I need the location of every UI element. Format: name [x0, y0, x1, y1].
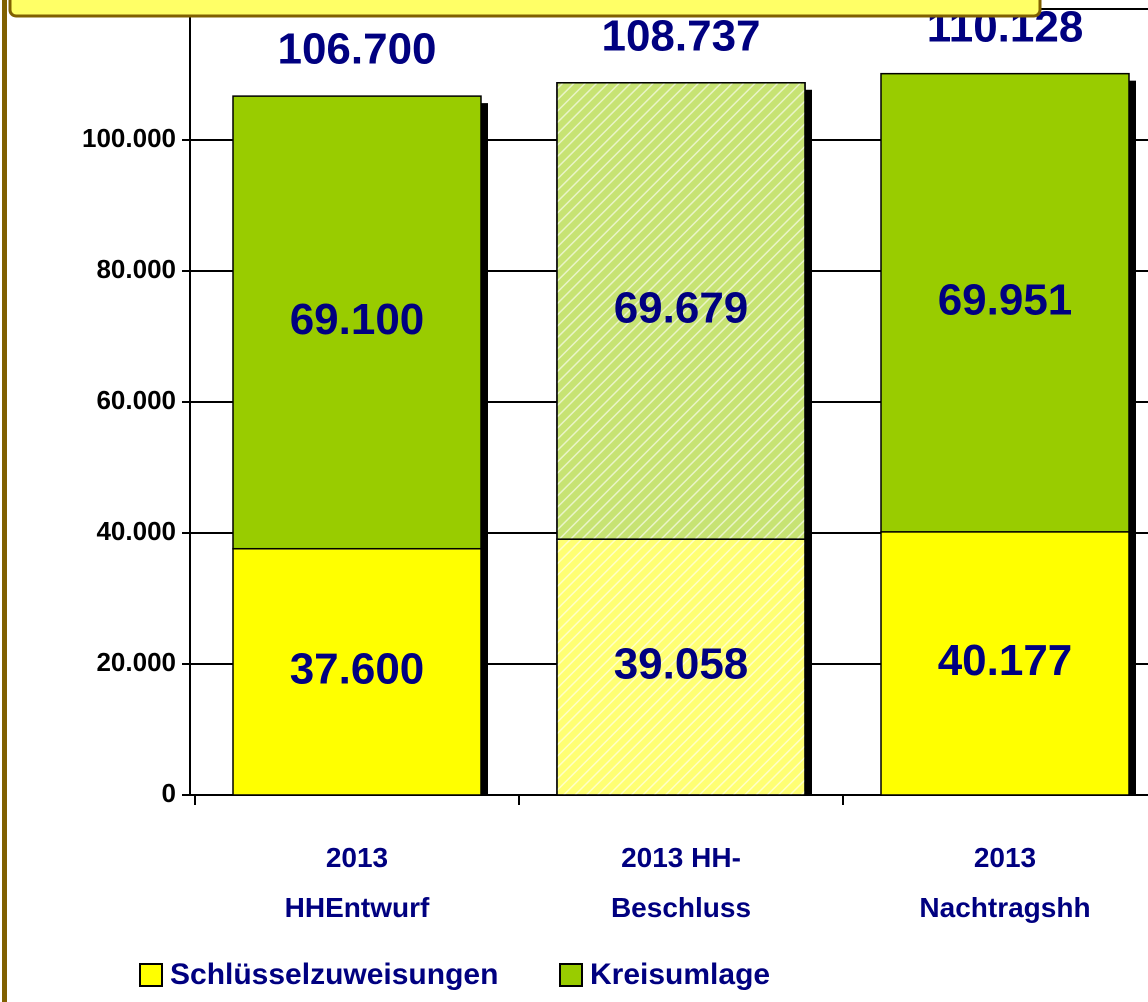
frame-left	[2, 0, 7, 1002]
x-tick-label-line: 2013 HH-	[621, 842, 741, 873]
bar-segment	[880, 72, 1130, 533]
y-tick-label: 0	[162, 778, 176, 808]
x-tick-label-line: HHEntwurf	[285, 892, 430, 923]
y-tick-label: 40.000	[96, 516, 176, 546]
legend-label: Kreisumlage	[590, 958, 770, 991]
value-label: 39.058	[614, 640, 749, 689]
value-label: 69.951	[938, 275, 1073, 324]
legend-swatch	[559, 963, 583, 987]
y-tick-label: 80.000	[96, 254, 176, 284]
bar-hatch	[556, 82, 806, 540]
value-label: 69.100	[290, 295, 425, 344]
x-tick-label-line: 2013	[974, 842, 1036, 873]
x-tick-label-line: Beschluss	[611, 892, 751, 923]
value-label: 37.600	[290, 644, 425, 693]
legend-label: Schlüsselzuweisungen	[170, 958, 498, 991]
x-tick-label: 2013 HH- Beschluss	[611, 842, 751, 923]
header-box	[8, 0, 1042, 18]
x-tick-label-line: Nachtragshh	[919, 892, 1090, 923]
legend-swatch	[139, 963, 163, 987]
x-tick-label: 2013 Nachtragshh	[919, 842, 1090, 923]
x-tick-label: 2013 HHEntwurf	[285, 842, 430, 923]
y-tick-label: 20.000	[96, 647, 176, 677]
value-label: 69.679	[614, 284, 749, 333]
y-tick-label: 60.000	[96, 385, 176, 415]
x-tick-label-line: 2013	[326, 842, 388, 873]
bar-segment	[232, 95, 482, 550]
total-label: 106.700	[277, 25, 436, 74]
y-tick-label: 100.000	[82, 123, 176, 153]
value-label: 40.177	[938, 636, 1073, 685]
total-label: 108.737	[601, 11, 760, 60]
bar-hatch	[556, 538, 806, 796]
